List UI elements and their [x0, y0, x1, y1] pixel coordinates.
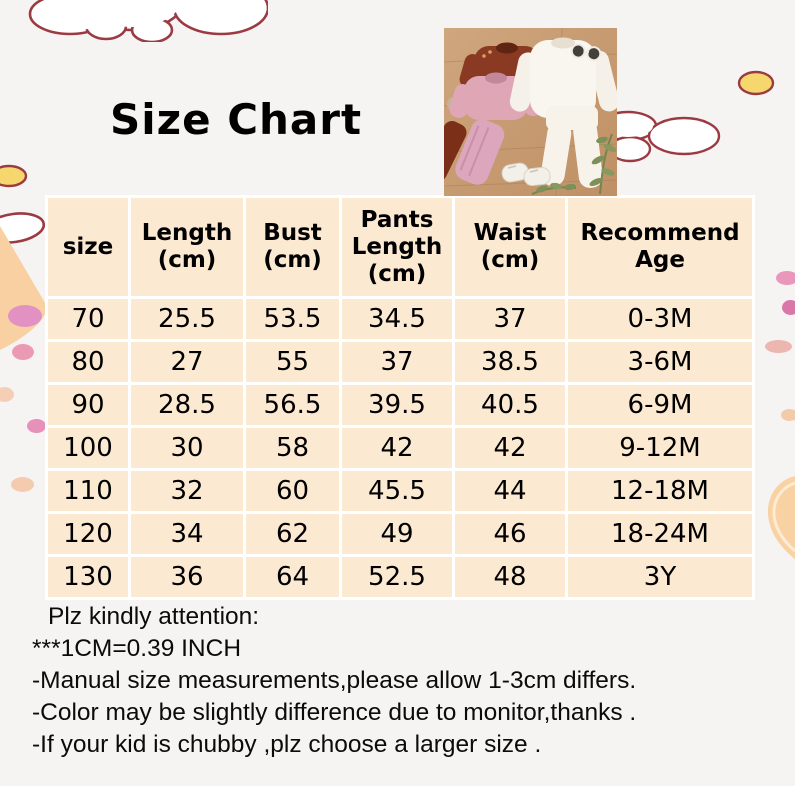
- notes-heading: Plz kindly attention:: [48, 603, 260, 630]
- table-cell: 36: [131, 557, 243, 597]
- table-cell: 6-9M: [568, 385, 752, 425]
- table-cell: 80: [48, 342, 128, 382]
- table-cell: 120: [48, 514, 128, 554]
- table-row: 100 30 58 42 42 9-12M: [48, 428, 752, 468]
- table-cell: 49: [342, 514, 452, 554]
- peach-dot-icon: [11, 477, 34, 492]
- table-cell: 48: [455, 557, 565, 597]
- pink-pants: [455, 119, 505, 185]
- table-cell: 62: [246, 514, 339, 554]
- pink-dot-icon: [27, 419, 46, 433]
- table-cell: 60: [246, 471, 339, 511]
- column-header: size: [48, 198, 128, 296]
- table-cell: 28.5: [131, 385, 243, 425]
- table-cell: 52.5: [342, 557, 452, 597]
- peach-heart-icon: [767, 476, 795, 559]
- notes-line: -Color may be slightly difference due to…: [32, 699, 637, 726]
- table-cell: 45.5: [342, 471, 452, 511]
- table-cell: 56.5: [246, 385, 339, 425]
- notes-line: -Manual size measurements,please allow 1…: [32, 667, 637, 694]
- cloud-top-left-icon: [28, 0, 268, 42]
- table-cell: 32: [131, 471, 243, 511]
- white-pants: [540, 106, 603, 188]
- table-cell: 18-24M: [568, 514, 752, 554]
- product-photo-illustration: [444, 28, 617, 196]
- table-cell: 12-18M: [568, 471, 752, 511]
- table-cell: 64: [246, 557, 339, 597]
- table-cell: 34.5: [342, 299, 452, 339]
- pink-dot-icon: [782, 300, 795, 315]
- table-cell: 70: [48, 299, 128, 339]
- table-cell: 110: [48, 471, 128, 511]
- sunglasses-prop: [570, 43, 602, 62]
- notes-conversion: ***1CM=0.39 INCH: [32, 635, 242, 662]
- egg-dot-left-icon: [0, 212, 46, 244]
- table-cell: 90: [48, 385, 128, 425]
- green-sprig: [531, 182, 577, 195]
- notes-block: Plz kindly attention: ***1CM=0.39 INCH -…: [32, 601, 762, 761]
- table-cell: 25.5: [131, 299, 243, 339]
- notes-line: -If your kid is chubby ,plz choose a lar…: [32, 731, 542, 758]
- table-cell: 55: [246, 342, 339, 382]
- product-photo: [444, 28, 617, 196]
- table-row: 90 28.5 56.5 39.5 40.5 6-9M: [48, 385, 752, 425]
- table-row: 70 25.5 53.5 34.5 37 0-3M: [48, 299, 752, 339]
- table-row: 130 36 64 52.5 48 3Y: [48, 557, 752, 597]
- pink-dot-icon: [12, 344, 34, 360]
- peach-dot-icon: [0, 387, 14, 402]
- pink-dot-icon: [8, 305, 42, 327]
- table-cell: 27: [131, 342, 243, 382]
- peach-dot-icon: [781, 409, 795, 421]
- table-cell: 40.5: [455, 385, 565, 425]
- size-table-body: 70 25.5 53.5 34.5 37 0-3M 80 27 55 37 38.5 3-6M 90 28…: [48, 299, 752, 597]
- table-cell: 130: [48, 557, 128, 597]
- sun-dot-right-icon: [737, 70, 775, 96]
- table-cell: 3-6M: [568, 342, 752, 382]
- table-cell: 34: [131, 514, 243, 554]
- table-cell: 37: [342, 342, 452, 382]
- table-cell: 58: [246, 428, 339, 468]
- table-cell: 46: [455, 514, 565, 554]
- table-cell: 42: [455, 428, 565, 468]
- column-header: Pants Length (cm): [342, 198, 452, 296]
- column-header: Bust (cm): [246, 198, 339, 296]
- brown-pants: [444, 121, 467, 182]
- column-header: Length (cm): [131, 198, 243, 296]
- table-cell: 9-12M: [568, 428, 752, 468]
- table-cell: 30: [131, 428, 243, 468]
- table-row: 80 27 55 37 38.5 3-6M: [48, 342, 752, 382]
- peach-wedge-icon: [0, 226, 48, 350]
- table-cell: 100: [48, 428, 128, 468]
- page-title: Size Chart: [110, 95, 363, 144]
- size-table: size Length (cm) Bust (cm) Pants Length (cm) Wai…: [45, 195, 755, 600]
- table-cell: 53.5: [246, 299, 339, 339]
- table-cell: 3Y: [568, 557, 752, 597]
- column-header: Recommend Age: [568, 198, 752, 296]
- table-cell: 39.5: [342, 385, 452, 425]
- table-row: 110 32 60 45.5 44 12-18M: [48, 471, 752, 511]
- pink-dot-icon: [776, 271, 795, 285]
- size-table-container: size Length (cm) Bust (cm) Pants Length (cm) Wai…: [45, 195, 755, 600]
- baby-shoes: [501, 162, 551, 187]
- table-cell: 44: [455, 471, 565, 511]
- table-cell: 42: [342, 428, 452, 468]
- sun-dot-left-icon: [0, 164, 28, 188]
- white-sweater: [509, 37, 617, 118]
- dusty-dot-icon: [765, 340, 792, 353]
- size-table-header: size Length (cm) Bust (cm) Pants Length (cm) Wai…: [48, 198, 752, 296]
- table-cell: 0-3M: [568, 299, 752, 339]
- column-header: Waist (cm): [455, 198, 565, 296]
- table-row: 120 34 62 49 46 18-24M: [48, 514, 752, 554]
- table-cell: 37: [455, 299, 565, 339]
- table-cell: 38.5: [455, 342, 565, 382]
